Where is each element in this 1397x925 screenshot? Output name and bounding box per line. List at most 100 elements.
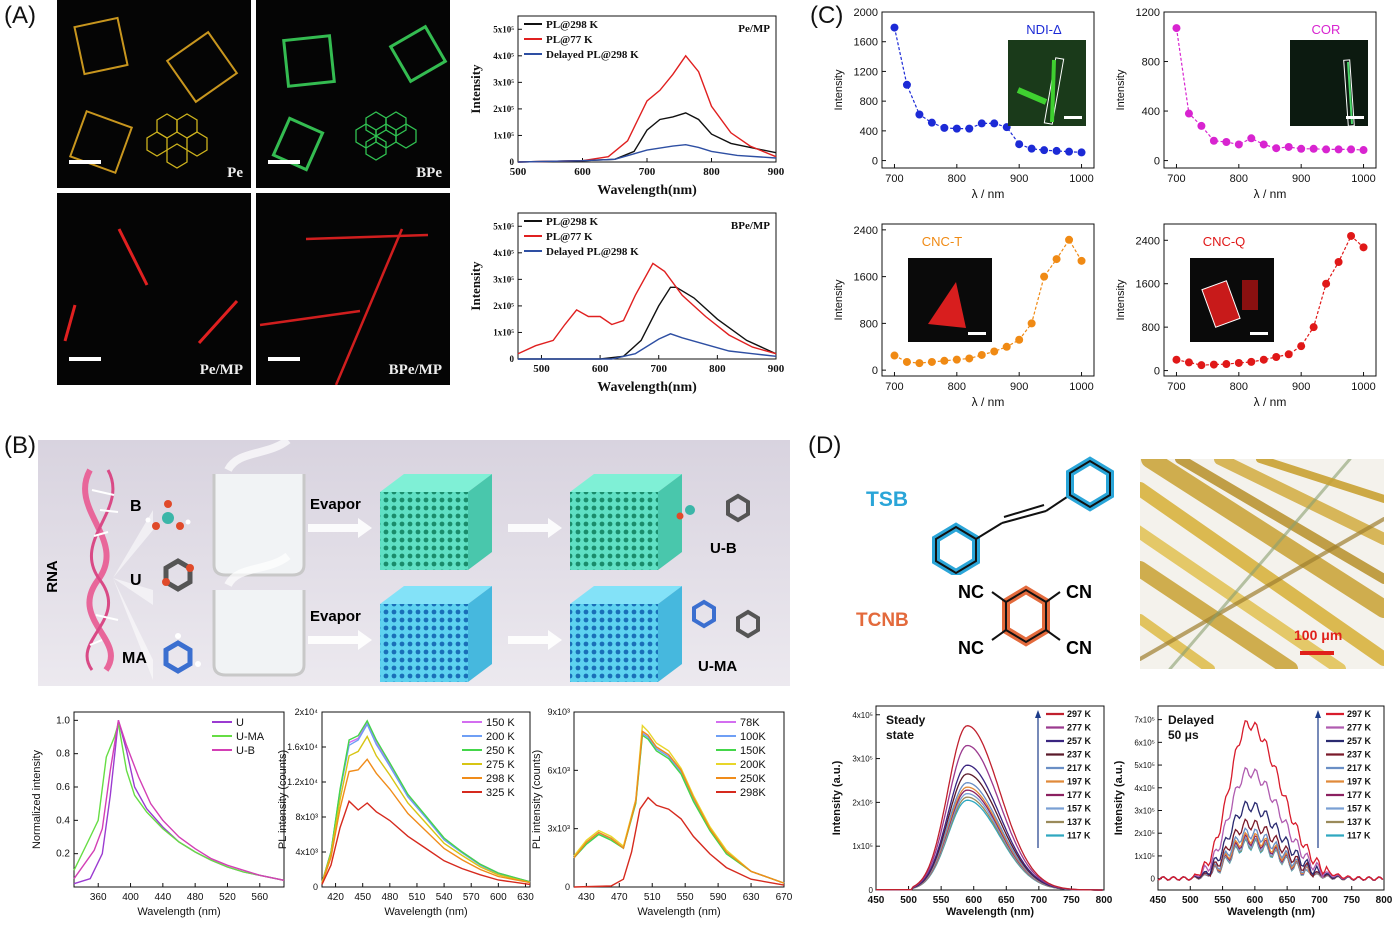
x-tick-label: 540	[436, 892, 453, 903]
legend-label: 177 K	[1067, 790, 1092, 800]
series-line	[1157, 833, 1384, 881]
cube-bottom-1	[380, 586, 492, 682]
y-axis-label: Intensity	[468, 64, 483, 114]
x-tick-label: 510	[409, 892, 426, 903]
x-axis-label: Wavelength (nm)	[137, 906, 220, 918]
bpe-mp-crystals	[259, 228, 429, 385]
y-axis-label: Intensity	[1115, 279, 1127, 320]
y-tick-label: 0	[1151, 875, 1156, 884]
data-point	[1247, 357, 1256, 366]
data-point	[890, 351, 899, 360]
tcnb-structure	[991, 585, 1061, 647]
y-tick-label: 4x10⁵	[493, 248, 514, 258]
scale-bar	[268, 357, 300, 361]
legend-label: U-MA	[236, 731, 265, 743]
legend-label: U-B	[236, 745, 255, 757]
y-tick-label: 1x10⁵	[852, 842, 873, 851]
legend-label: PL@77 K	[546, 34, 593, 46]
panel-label-b: (B)	[4, 432, 36, 459]
data-point	[1015, 335, 1024, 344]
rna-schematic: RNA B U MA Evapor Evapor U-B U-MA	[38, 440, 790, 686]
scale-label: 100 μm	[1294, 627, 1343, 643]
y-tick-label: 0	[872, 365, 878, 377]
data-point	[1002, 342, 1011, 351]
legend-label: 117 K	[1067, 831, 1091, 841]
data-point	[1172, 355, 1181, 364]
x-tick-label: 750	[1063, 895, 1080, 906]
x-tick-label: 1000	[1351, 381, 1375, 393]
data-point	[1027, 144, 1036, 153]
legend-label: 257 K	[1347, 736, 1372, 746]
legend-label: 275 K	[486, 759, 515, 771]
y-tick-label: 0	[869, 886, 874, 895]
series-line	[517, 143, 777, 163]
plot-frame	[881, 11, 1095, 169]
x-axis-label: λ / nm	[972, 395, 1005, 409]
chart-annotation: state	[886, 728, 914, 742]
x-tick-label: 600	[1247, 895, 1264, 906]
y-tick-label: 2x10⁵	[1134, 829, 1155, 838]
y-tick-label: 0.6	[56, 782, 70, 793]
crystal-micrograph: 100 μm	[1140, 459, 1384, 669]
data-point	[1209, 136, 1218, 145]
y-axis-label: PL intensity (counts)	[531, 750, 543, 849]
y-tick-label: 2x10⁵	[852, 798, 873, 807]
series-line	[73, 720, 285, 881]
x-tick-label: 500	[510, 166, 527, 178]
legend-label: PL@298 K	[546, 19, 599, 31]
y-tick-label: 800	[860, 318, 878, 330]
series-line	[321, 758, 531, 884]
legend-label: 150K	[740, 745, 766, 757]
legend-label: 157 K	[1067, 804, 1092, 814]
x-tick-label: 440	[155, 892, 172, 903]
x-tick-label: 700	[650, 363, 667, 375]
chart-pe-mp: 500 600 700 800 900 0 1x10⁵ 2x10⁵ 3x10⁵ 4x10⁵ 5x10…	[468, 15, 785, 198]
pe-crystals	[68, 16, 239, 175]
x-tick-label: 700	[1167, 381, 1185, 393]
schematic-art	[82, 440, 760, 682]
x-tick-label: 900	[768, 166, 785, 178]
y-axis-label: Intensity	[1115, 69, 1127, 110]
plot-frame	[1163, 223, 1377, 377]
y-tick-label: 400	[860, 126, 878, 138]
cn-label-tr: CN	[1066, 582, 1092, 602]
data-point	[927, 357, 936, 366]
data-point	[965, 124, 974, 133]
plot-frame	[1163, 11, 1377, 169]
data-point	[1197, 361, 1206, 370]
data-point	[1077, 148, 1086, 157]
chart-annotation: Steady	[886, 713, 926, 727]
tsb-label: TSB	[866, 488, 908, 511]
data-point	[1184, 358, 1193, 367]
legend-label: 325 K	[486, 787, 515, 799]
data-point	[965, 354, 974, 363]
data-point	[1259, 355, 1268, 364]
y-tick-label: 2400	[854, 225, 878, 237]
y-tick-label: 4x10⁵	[852, 711, 873, 720]
x-tick-label: 800	[703, 166, 720, 178]
x-tick-label: 450	[1150, 895, 1167, 906]
chart-annotation: 50 μs	[1168, 728, 1199, 742]
y-tick-label: 800	[1142, 322, 1160, 334]
molecule-b-label: B	[130, 498, 142, 515]
data-point	[940, 356, 949, 365]
data-point	[990, 119, 999, 128]
legend-label: 78K	[740, 717, 760, 729]
data-point	[1359, 243, 1368, 252]
chart-temp-ub: 420 450 480 510 540 570 600 630 0 4x10³ 8x10³ 1.2x1…	[277, 707, 534, 918]
molecule-u-label: U	[130, 572, 142, 589]
x-tick-label: 600	[592, 363, 609, 375]
inset-micrograph	[908, 258, 992, 342]
x-tick-label: 800	[1096, 895, 1113, 906]
y-tick-label: 0	[313, 882, 318, 892]
y-tick-label: 0	[872, 156, 878, 168]
legend-label: PL@298 K	[546, 216, 599, 228]
x-axis-label: Wavelength(nm)	[597, 380, 697, 395]
y-axis-label: Intensity	[468, 261, 483, 311]
legend-label: 117 K	[1347, 831, 1371, 841]
x-tick-label: 650	[998, 895, 1015, 906]
micrograph-label: Pe	[227, 165, 243, 181]
legend-label: Delayed PL@298 K	[546, 246, 639, 258]
series-line	[573, 734, 785, 884]
y-tick-label: 0	[1154, 366, 1160, 378]
